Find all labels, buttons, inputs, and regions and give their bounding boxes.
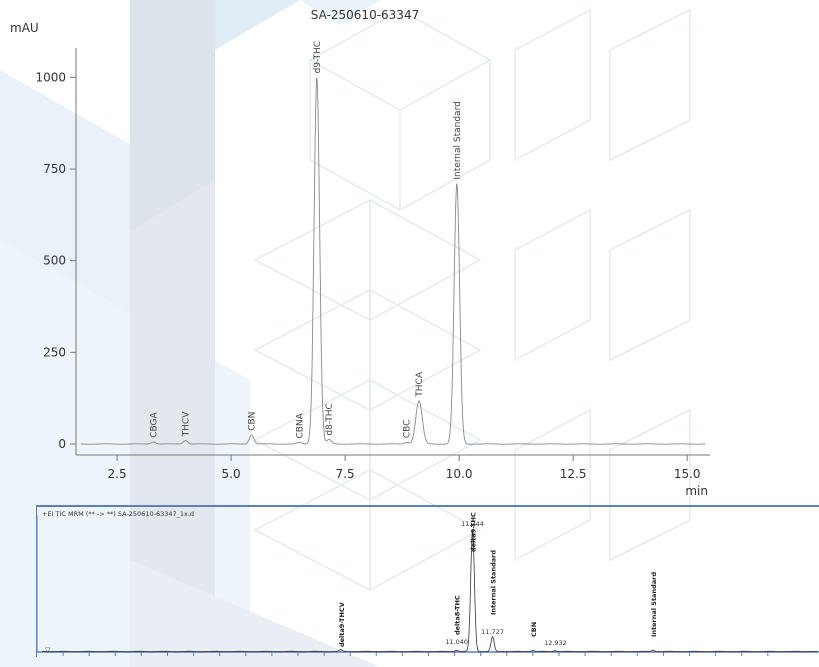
x-tick-label: 9 <box>348 658 352 659</box>
peak-label: CBN <box>248 412 258 431</box>
x-tick-label: 11 <box>450 658 458 659</box>
x-tick-label: 12.5 <box>560 467 587 481</box>
y-tick-label: 250 <box>43 345 66 359</box>
x-tick-label: 10.5 <box>421 658 435 659</box>
peak-label: Internal Standard <box>453 101 463 180</box>
x-tick-label: 4.5 <box>110 658 120 659</box>
peak-label: CBGA <box>150 412 160 438</box>
x-tick-label: 7 <box>244 658 248 659</box>
peak-label: d8-THC <box>325 403 335 435</box>
x-tick-label: 14.5 <box>630 658 644 659</box>
retention-time-label: 11.344 <box>461 520 484 528</box>
peak-label: delta8-THC <box>454 595 462 635</box>
peak-label: CBC <box>403 420 413 439</box>
x-tick-label: 9.5 <box>371 658 381 659</box>
retention-time-label: 11.040 <box>445 638 468 646</box>
y-tick-label: 750 <box>43 162 66 176</box>
x-tick-label: 8 <box>296 658 300 659</box>
tic-chromatogram: +EI TIC MRM (** -> **) SA-250610-63347_1… <box>37 510 819 659</box>
peak-label: CBNA <box>295 412 305 438</box>
x-tick-label: 5.5 <box>162 658 172 659</box>
baseline-marker: ▽ <box>45 646 51 654</box>
x-tick-label: 6 <box>192 658 196 659</box>
chromatogram-trace <box>80 77 706 445</box>
peak-label: delta9-THCV <box>338 602 346 647</box>
retention-time-label: 12.932 <box>544 639 567 647</box>
y-axis-label: mAU <box>10 21 39 35</box>
x-tick-label: 13.5 <box>578 658 592 659</box>
x-tick-label: 13 <box>555 658 563 659</box>
x-tick-label: 10 <box>398 658 406 659</box>
chart-title: SA-250610-63347 <box>311 8 419 22</box>
peak-label: Internal Standard <box>490 550 498 615</box>
x-tick-label: 5 <box>139 658 143 659</box>
x-tick-label: 15.0 <box>674 467 701 481</box>
x-tick-label: 7.5 <box>267 658 277 659</box>
tic-trace <box>42 530 818 653</box>
x-tick-label: 15 <box>659 658 667 659</box>
retention-time-label: 11.727 <box>481 628 504 636</box>
x-tick-label: 8.5 <box>319 658 329 659</box>
x-tick-label: 11.5 <box>473 658 487 659</box>
x-tick-label: 2.5 <box>108 467 127 481</box>
x-tick-label: 16 <box>711 658 719 659</box>
x-tick-label: 12 <box>503 658 511 659</box>
x-axis-label: min <box>685 484 708 498</box>
x-tick-label: 15.5 <box>682 658 696 659</box>
tic-legend: +EI TIC MRM (** -> **) SA-250610-63347_1… <box>42 510 194 518</box>
y-tick-label: 500 <box>43 254 66 268</box>
x-tick-label: 6.5 <box>215 658 225 659</box>
x-tick-label: 17 <box>764 658 772 659</box>
ms-tic-panel: +EI TIC MRM (** -> **) SA-250610-63347_1… <box>36 505 819 659</box>
y-tick-label: 0 <box>58 437 66 451</box>
peak-label: THCA <box>415 371 425 398</box>
peak-label: delta9-THC <box>470 512 478 552</box>
x-tick-label: 4 <box>87 658 91 659</box>
x-tick-label: 12.5 <box>526 658 540 659</box>
y-tick-label: 1000 <box>35 70 66 84</box>
x-tick-label: 16.5 <box>734 658 748 659</box>
peak-label: CBN <box>530 622 538 637</box>
x-tick-label: 14 <box>607 658 615 659</box>
hplc-chromatogram: SA-250610-63347 mAU min 0 250 500 750 1000 2… <box>10 8 710 498</box>
x-tick-label: 5.0 <box>222 467 241 481</box>
peak-label: Internal Standard <box>650 572 658 637</box>
peak-label: d9-THC <box>313 41 323 73</box>
x-tick-label: 10.0 <box>446 467 473 481</box>
x-tick-label: 7.5 <box>336 467 355 481</box>
x-tick-label: 3.5 <box>58 658 68 659</box>
peak-label: THCV <box>181 411 191 438</box>
